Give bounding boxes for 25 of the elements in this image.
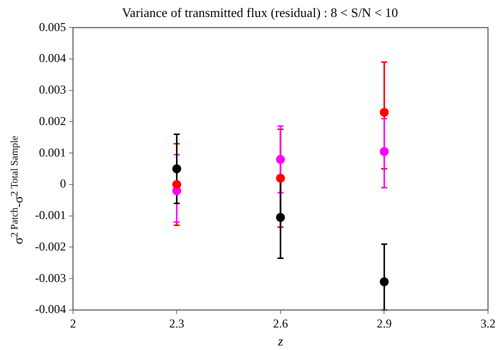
point xyxy=(172,180,182,189)
y-tick-label: -0.001 xyxy=(34,208,66,222)
y-tick-label: 0.001 xyxy=(38,145,66,160)
y-tick-label: -0.004 xyxy=(34,302,66,316)
x-axis-title: z xyxy=(276,334,284,349)
y-tick-label: 0.002 xyxy=(38,114,66,128)
x-tick-label: 2 xyxy=(70,316,76,330)
chart-title: Variance of transmitted flux (residual) : 8 < S/N < 10 xyxy=(122,5,398,20)
point xyxy=(380,108,389,117)
point xyxy=(380,147,389,156)
y-tick-label: -0.003 xyxy=(34,270,66,285)
y-tick-label: 0.003 xyxy=(38,82,66,97)
x-tick-label: 2.3 xyxy=(169,316,184,330)
point xyxy=(276,174,285,183)
y-tick-label: 0.004 xyxy=(38,51,66,66)
x-tick-label: 2.9 xyxy=(376,316,392,330)
point xyxy=(276,212,285,222)
point xyxy=(172,164,182,174)
x-tick-label: 2.6 xyxy=(273,316,288,330)
y-tick-label: -0.002 xyxy=(34,239,66,254)
point xyxy=(380,277,389,286)
y-tick-label: 0.005 xyxy=(38,20,66,34)
x-tick-label: 3.2 xyxy=(480,316,496,330)
y-tick-label: 0 xyxy=(60,176,66,191)
point xyxy=(276,154,285,164)
